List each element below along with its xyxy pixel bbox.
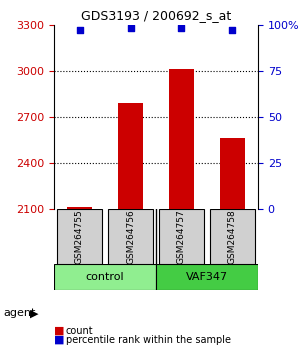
Text: percentile rank within the sample: percentile rank within the sample — [66, 335, 231, 345]
FancyBboxPatch shape — [57, 209, 102, 264]
Bar — [118, 103, 143, 209]
Text: ▶: ▶ — [30, 308, 38, 318]
Bar — [169, 69, 194, 209]
Point — [230, 28, 235, 33]
Text: ■: ■ — [54, 335, 64, 345]
FancyBboxPatch shape — [156, 264, 258, 290]
Title: GDS3193 / 200692_s_at: GDS3193 / 200692_s_at — [81, 9, 231, 22]
Bar — [67, 207, 92, 209]
FancyBboxPatch shape — [54, 264, 156, 290]
FancyBboxPatch shape — [158, 209, 205, 264]
Point — [128, 25, 133, 31]
Text: VAF347: VAF347 — [186, 272, 228, 282]
FancyBboxPatch shape — [209, 209, 255, 264]
Point — [77, 28, 82, 33]
Text: count: count — [66, 326, 94, 336]
Text: GSM264757: GSM264757 — [177, 210, 186, 264]
Point — [179, 25, 184, 31]
Text: ■: ■ — [54, 326, 64, 336]
Text: control: control — [86, 272, 124, 282]
Text: agent: agent — [3, 308, 35, 318]
Text: GSM264758: GSM264758 — [228, 210, 237, 264]
FancyBboxPatch shape — [108, 209, 153, 264]
Bar — [220, 138, 245, 209]
Text: GSM264756: GSM264756 — [126, 210, 135, 264]
Text: GSM264755: GSM264755 — [75, 210, 84, 264]
